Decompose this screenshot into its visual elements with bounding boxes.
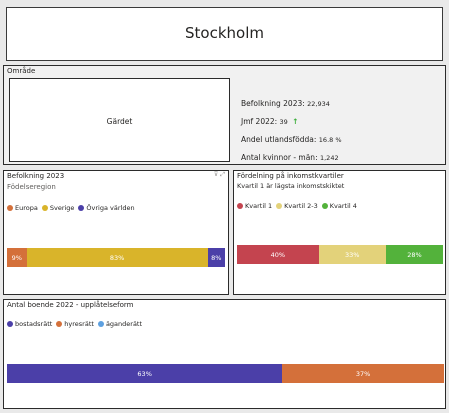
legend-dot bbox=[7, 205, 13, 211]
expand-icon[interactable]: ⤢ bbox=[220, 171, 225, 178]
legend-item[interactable]: Övriga världen bbox=[78, 204, 135, 212]
bar-segment-kvartil-2-3[interactable]: 33% bbox=[318, 245, 386, 264]
legend-item[interactable]: Europa bbox=[7, 204, 38, 212]
data-label: 40% bbox=[270, 250, 286, 259]
stats-list: Befolkning 2023: 22,934 Jmf 2022: 39 ↑ A… bbox=[241, 95, 342, 167]
legend-dot bbox=[321, 203, 328, 209]
visual-header-icons: ⊽ ⤢ bbox=[214, 171, 225, 179]
fordelning-legend: Kvartil 1 Kvartil 2-3 Kvartil 4 bbox=[237, 202, 361, 210]
legend-dot bbox=[56, 321, 63, 327]
legend-dot bbox=[276, 203, 283, 209]
area-name: Gärdet bbox=[106, 117, 133, 126]
bar-segment-kvartil-1[interactable]: 40% bbox=[237, 245, 319, 264]
boende-legend: bostadsrätt hyresrätt äganderätt bbox=[7, 320, 146, 328]
fordelning-bar: 40% 33% 28% bbox=[237, 245, 443, 264]
legend-item[interactable]: Kvartil 4 bbox=[321, 202, 357, 210]
boende-header: Antal boende 2022 - upplåtelseform bbox=[7, 301, 134, 309]
legend-dot bbox=[237, 203, 243, 209]
boende-bar: 63% 37% bbox=[7, 364, 444, 383]
arrow-up-icon: ↑ bbox=[292, 117, 299, 126]
legend-dot bbox=[7, 321, 13, 327]
data-label: 28% bbox=[407, 250, 422, 259]
befolkning-header: Befolkning 2023 bbox=[7, 172, 65, 180]
stat-population: Befolkning 2023: 22,934 bbox=[241, 99, 330, 108]
data-label: 8% bbox=[211, 253, 222, 262]
befolkning-subtitle: Födelseregion bbox=[7, 183, 56, 191]
bar-segment-övriga-världen[interactable]: 8% bbox=[207, 248, 225, 267]
area-name-card: Gärdet bbox=[9, 78, 230, 162]
bar-segment-europa[interactable]: 9% bbox=[7, 248, 27, 267]
legend-item[interactable]: Kvartil 1 bbox=[237, 202, 272, 210]
legend-item[interactable]: Sverige bbox=[41, 204, 74, 212]
stat-women-men: Antal kvinnor - män: 1,242 bbox=[241, 153, 339, 162]
legend-item[interactable]: bostadsrätt bbox=[7, 320, 52, 328]
omrade-header: Område bbox=[7, 67, 36, 75]
title-panel: Stockholm bbox=[6, 7, 443, 61]
befolkning-legend: Europa Sverige Övriga världen bbox=[7, 204, 139, 212]
legend-item[interactable]: äganderätt bbox=[97, 320, 142, 328]
data-label: 37% bbox=[355, 369, 371, 378]
omrade-panel: Område Gärdet Befolkning 2023: 22,934 Jm… bbox=[3, 65, 446, 165]
fordelning-panel: Fördelning på inkomstkvartiler Kvartil 1… bbox=[233, 170, 446, 295]
data-label: 9% bbox=[11, 253, 22, 262]
data-label: 63% bbox=[137, 369, 152, 378]
data-label: 83% bbox=[109, 253, 125, 262]
bar-segment-sverige[interactable]: 83% bbox=[26, 248, 208, 267]
legend-dot bbox=[97, 321, 104, 327]
legend-dot bbox=[78, 205, 85, 211]
stat-foreign-born: Andel utlandsfödda: 16.8 % bbox=[241, 135, 342, 144]
boende-panel: Antal boende 2022 - upplåtelseform bosta… bbox=[3, 299, 446, 409]
filter-icon[interactable]: ⊽ bbox=[213, 171, 219, 178]
data-label: 33% bbox=[345, 250, 360, 259]
fordelning-header: Fördelning på inkomstkvartiler bbox=[237, 172, 344, 180]
befolkning-bar: 9% 83% 8% bbox=[7, 248, 225, 267]
befolkning-panel: Befolkning 2023 ⊽ ⤢ Födelseregion Europa… bbox=[3, 170, 229, 295]
fordelning-subtitle: Kvartil 1 är lägsta inkomstskiktet bbox=[237, 182, 345, 190]
bar-segment-bostadsrätt[interactable]: 63% bbox=[7, 364, 283, 383]
bar-segment-hyresrätt[interactable]: 37% bbox=[282, 364, 444, 383]
legend-item[interactable]: Kvartil 2-3 bbox=[276, 202, 318, 210]
legend-dot bbox=[41, 205, 48, 211]
stat-comparison: Jmf 2022: 39 ↑ bbox=[241, 117, 299, 126]
bar-segment-kvartil-4[interactable]: 28% bbox=[385, 245, 443, 264]
page-title: Stockholm bbox=[185, 24, 264, 42]
legend-item[interactable]: hyresrätt bbox=[56, 320, 94, 328]
